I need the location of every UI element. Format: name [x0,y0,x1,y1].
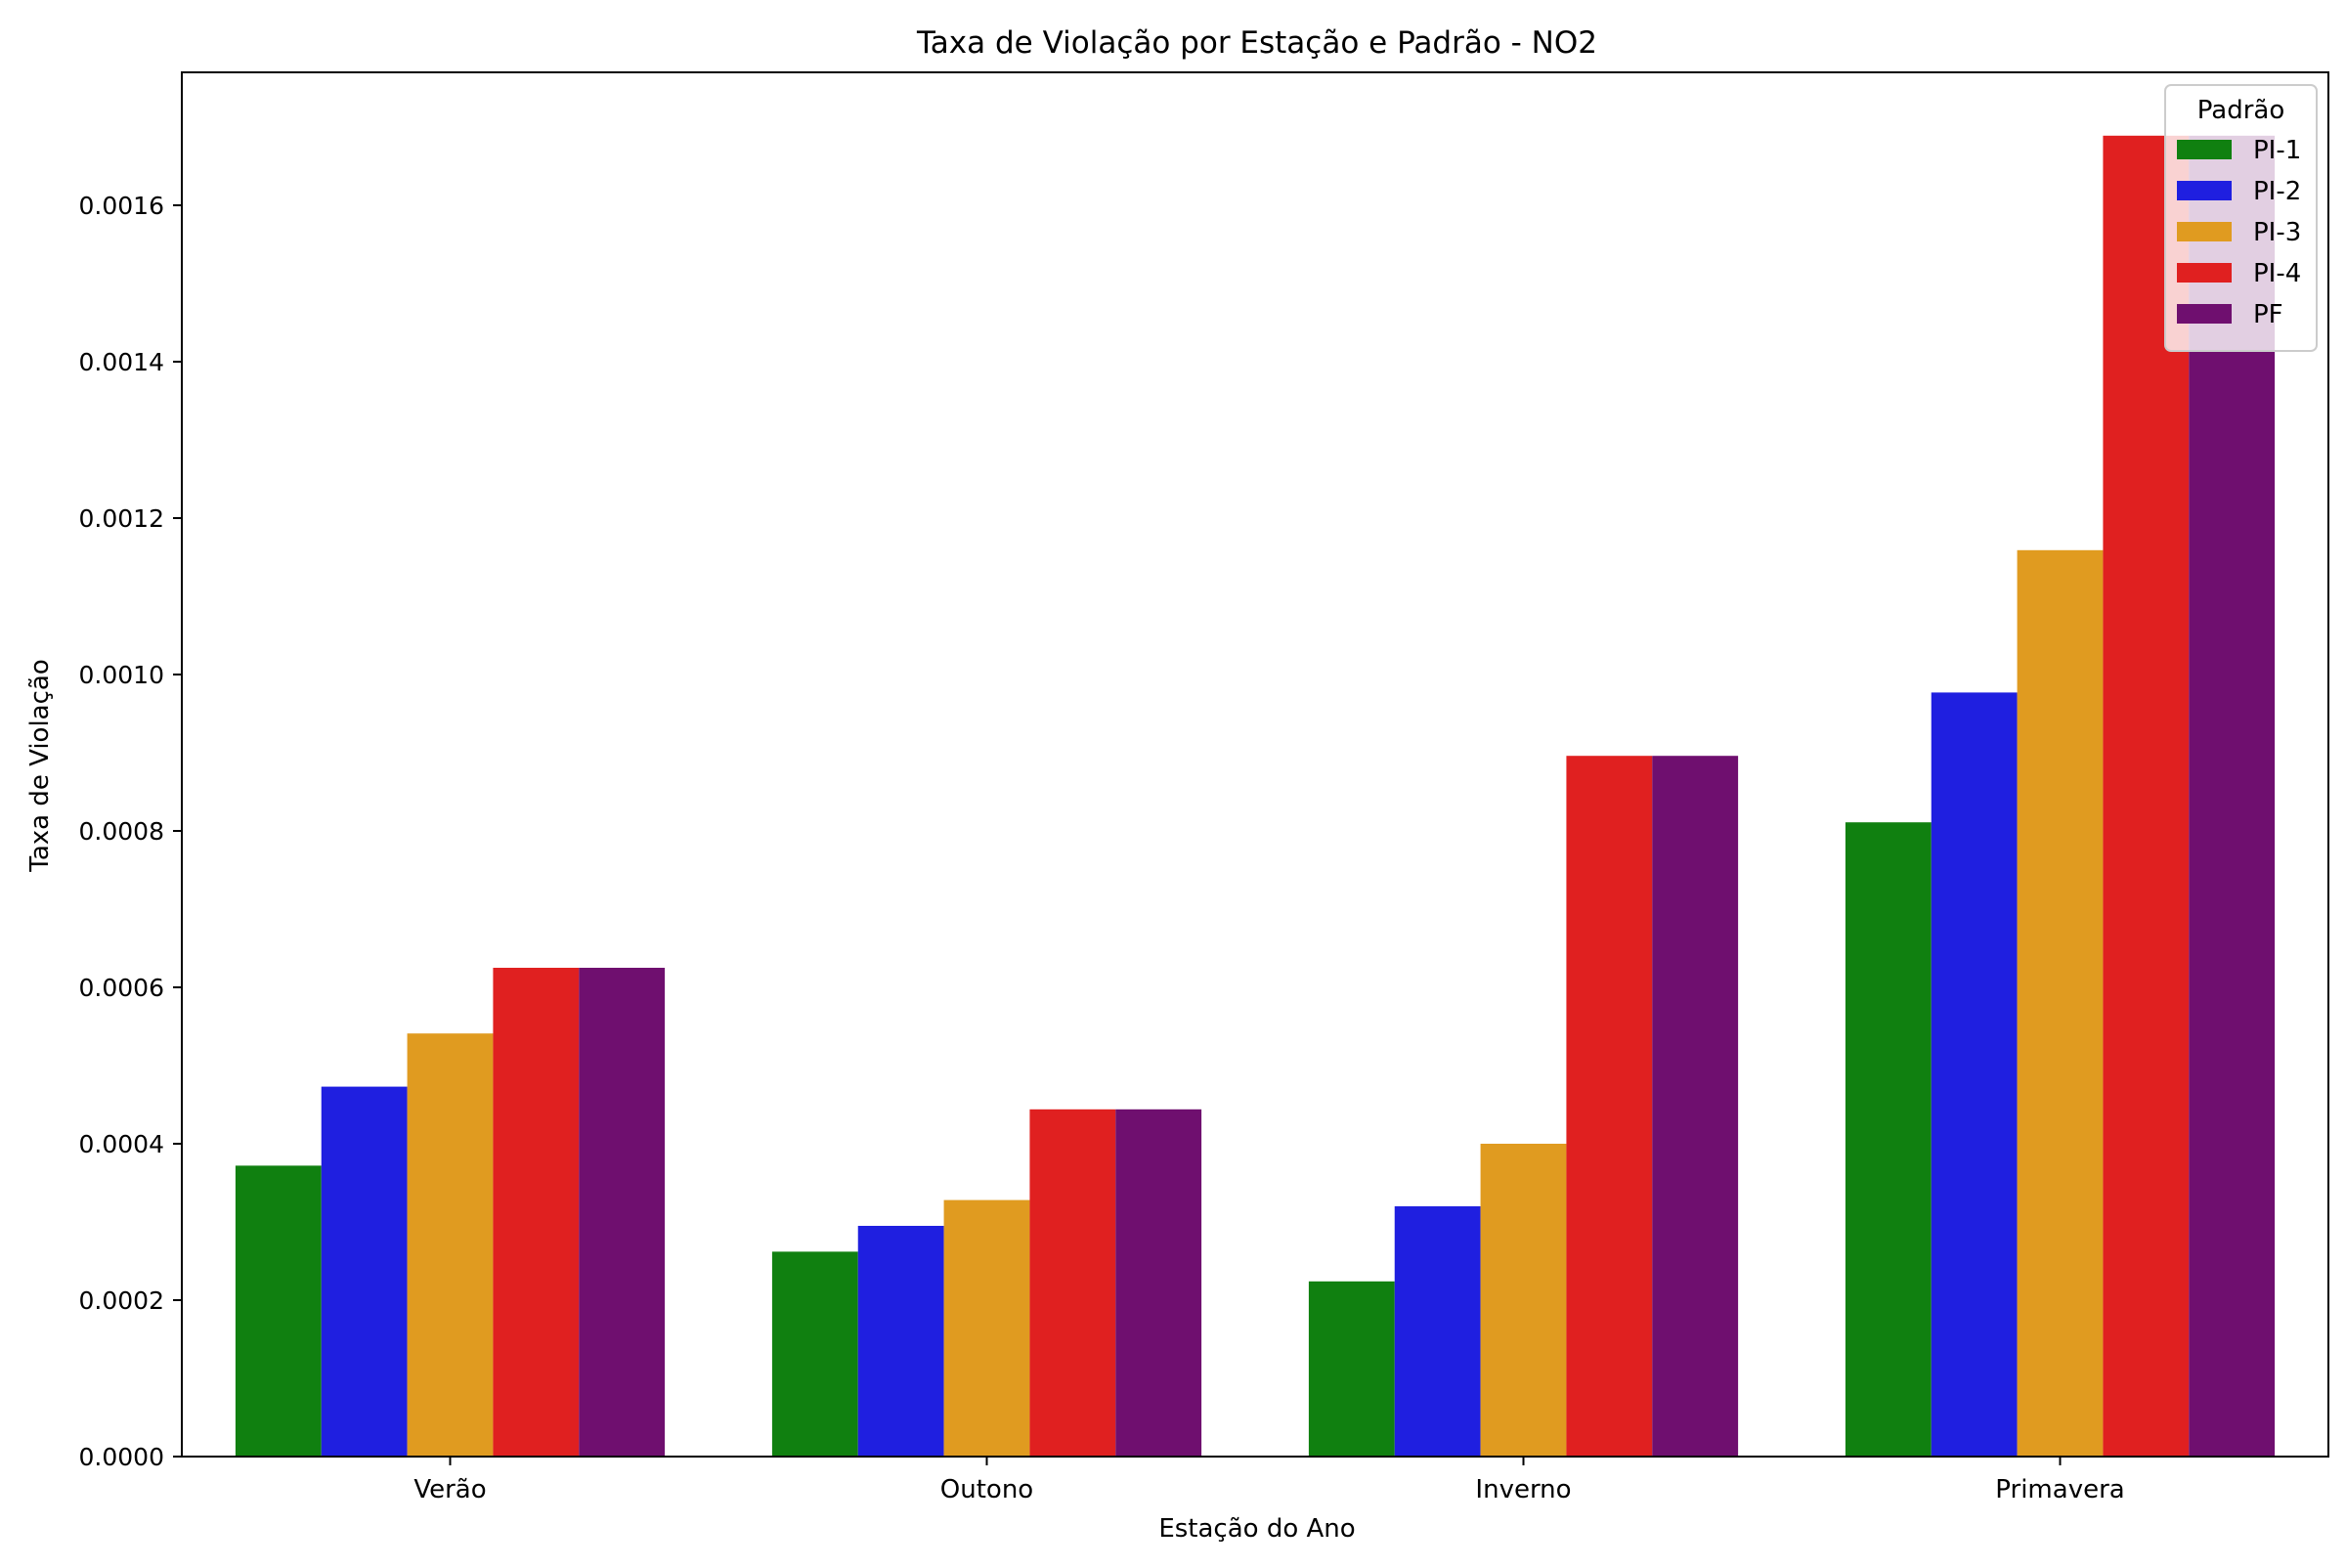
legend-swatch-pi-4 [2177,263,2232,283]
legend-swatch-pi-3 [2177,222,2232,241]
bar-pf-1 [579,968,666,1457]
legend-swatch-pf [2177,304,2232,324]
legend-label-pi-4: PI-4 [2253,259,2301,288]
bar-pi-3-2 [943,1199,1030,1457]
legend-title: Padrão [2197,96,2284,125]
x-tick-label: Primavera [1995,1475,2124,1504]
bar-pi-2-2 [857,1226,944,1457]
bar-pi-1-2 [771,1251,858,1457]
y-tick-label: 0.0014 [79,348,164,376]
y-tick-label: 0.0002 [79,1286,164,1315]
legend-label-pi-2: PI-2 [2253,177,2301,206]
bar-pi-2-4 [1931,692,2018,1457]
y-axis-label: Taxa de Violação [25,659,55,873]
bar-pi-3-3 [1480,1144,1567,1457]
bar-pf-4 [2189,135,2276,1457]
x-axis-label: Estação do Ano [1158,1514,1355,1544]
y-tick-label: 0.0016 [79,192,164,220]
plot-frame [181,71,2329,1458]
legend-label-pf: PF [2253,300,2283,329]
x-tick-label: Verão [413,1475,486,1504]
bar-pi-4-4 [2103,135,2190,1457]
bar-pi-4-3 [1566,756,1653,1457]
bar-pi-2-3 [1394,1206,1481,1457]
legend-swatch-pi-1 [2177,140,2232,159]
legend-label-pi-1: PI-1 [2253,136,2301,165]
axes-group: 0.0000 0.0002 0.0004 0.0006 0.0008 0.0010 0.00… [79,71,2329,1504]
x-tick-label: Outono [940,1475,1033,1504]
bar-pi-4-2 [1029,1109,1116,1457]
bar-pf-2 [1115,1109,1202,1457]
y-tick-label: 0.0010 [79,661,164,689]
bar-pi-1-1 [235,1165,322,1457]
legend-swatch-pi-2 [2177,181,2232,200]
bar-pi-1-3 [1308,1281,1395,1457]
y-tick-label: 0.0012 [79,504,164,533]
bars-group [235,135,2276,1457]
bar-pi-3-4 [2017,549,2104,1457]
chart-title: Taxa de Violação por Estação e Padrão - … [916,25,1597,61]
y-tick-label: 0.0006 [79,974,164,1002]
bar-pi-1-4 [1845,822,1932,1457]
bar-pi-3-1 [407,1033,494,1457]
bar-pi-2-1 [321,1086,408,1457]
legend-label-pi-3: PI-3 [2253,218,2301,247]
x-tick-label: Inverno [1475,1475,1571,1504]
y-tick-label: 0.0004 [79,1130,164,1158]
bar-pf-3 [1652,756,1739,1457]
y-tick-label: 0.0008 [79,817,164,846]
legend: Padrão PI-1 PI-2 PI-3 PI-4 PF [2164,84,2318,352]
y-tick-label: 0.0000 [79,1443,164,1471]
bar-pi-4-1 [493,968,580,1457]
